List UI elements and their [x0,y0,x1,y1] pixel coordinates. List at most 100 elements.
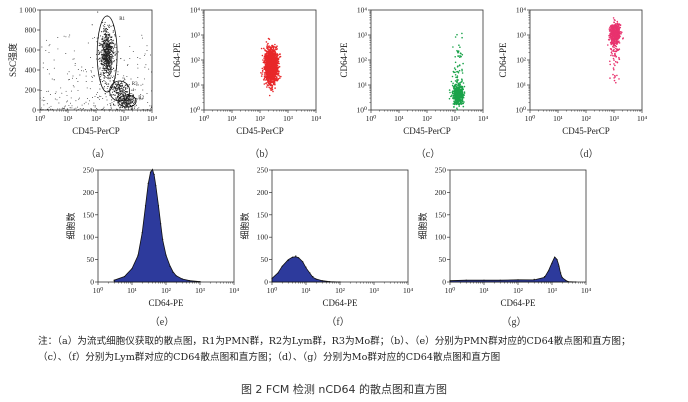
scatter-point [270,67,273,69]
scatter-point [127,100,129,102]
scatter-point [109,66,111,68]
scatter-point [459,93,461,96]
scatter-point [101,62,103,64]
x-tick-label: 10³ [609,114,620,123]
scatter-point [455,83,458,86]
scatter-point [457,84,459,87]
scatter-point [276,59,279,62]
scatter-point [456,70,458,73]
scatter-point [83,108,84,110]
scatter-point [611,50,613,52]
scatter-point [264,76,267,79]
scatter-point [139,57,141,59]
scatter-point [113,75,115,77]
histogram-point [551,262,553,264]
scatter-point [108,68,110,70]
scatter-point [451,94,453,96]
scatter-point [615,55,618,58]
scatter-point [608,28,611,30]
scatter-point [267,84,269,87]
scatter-point [619,26,622,29]
scatter-point [112,49,114,51]
histogram-e: 10⁰ 10¹ 10² 10³ 10⁴ 0 50 100 150 200 250 CD64-PE 细胞数 [60,162,245,322]
scatter-point [77,106,79,108]
x-tick-label: 10⁴ [637,114,648,123]
scatter-point [276,72,278,74]
scatter-point [46,91,48,93]
scatter-point [461,32,463,35]
scatter-point [122,86,124,88]
scatter-point [126,101,128,103]
scatter-point [39,97,41,99]
scatter-point [84,109,86,111]
scatter-point [450,80,453,83]
histogram-point [131,268,133,270]
scatter-point [263,66,265,68]
scatter-point [117,93,119,95]
scatter-point [94,96,96,98]
histogram-point [339,281,341,283]
scatter-point [110,108,112,110]
histogram-point [271,277,273,279]
scatter-point [453,89,456,92]
scatter-point [93,102,95,104]
scatter-point [150,54,152,56]
scatter-point [151,90,152,92]
scatter-point [278,70,280,73]
scatter-point [456,33,458,36]
scatter-point [125,91,127,93]
scatter-point [263,60,266,62]
scatter-point [107,39,109,41]
scatter-point [608,37,611,39]
scatter-point [457,51,460,53]
scatter-point [120,85,122,87]
scatter-point [81,104,83,106]
scatter-point [65,53,67,54]
scatter-point [72,58,74,60]
scatter-point [107,36,109,38]
scatter-point [274,87,276,89]
histogram-point [560,272,562,274]
scatter-point [613,36,615,39]
scatter-point [463,101,465,103]
scatter-point [103,47,105,49]
y-axis-label: 细胞数 [417,212,428,239]
gate-label: R2 [138,96,144,101]
scatter-a-svg: 10⁰ 10¹ 10² 10³ 10⁴ 0 200 400 600 800 1 000 CD45-Pe… [7,6,157,137]
y-tick-label: 10² [357,56,368,65]
scatter-point [106,43,108,45]
scatter-point [108,24,110,26]
scatter-c-svg: 10⁰ 10¹ 10² 10³ 10⁴ 10⁰ 10¹ 10² 10³ 10⁴ CD45-PerCP… [339,6,488,137]
scatter-point [110,71,112,73]
panel-label-a: （a） [85,149,111,160]
scatter-point [614,42,617,44]
x-tick-label: 10³ [119,114,130,123]
scatter-point [119,35,121,37]
scatter-point [106,66,108,68]
scatter-point [121,99,123,101]
y-axis-label: 细胞数 [65,212,76,239]
gate-label: R1 [119,17,125,22]
scatter-point [102,45,104,47]
panel-label-c: （c） [415,149,441,160]
scatter-point [122,93,124,96]
scatter-point [123,75,125,77]
scatter-point [115,109,117,111]
scatter-point [108,65,110,67]
scatter-point [100,31,103,33]
scatter-point [132,108,134,110]
scatter-point [101,56,103,58]
scatter-point [272,54,274,56]
scatter-point [45,50,47,52]
scatter-point [461,53,464,56]
scatter-point [103,86,105,87]
scatter-point [616,38,618,41]
scatter-point [81,66,83,68]
scatter-point [67,100,68,102]
scatter-point [110,57,112,59]
scatter-point [85,81,87,82]
scatter-point [129,99,131,101]
histogram-points [271,255,341,283]
histogram-point [287,259,289,262]
scatter-point [110,38,112,40]
